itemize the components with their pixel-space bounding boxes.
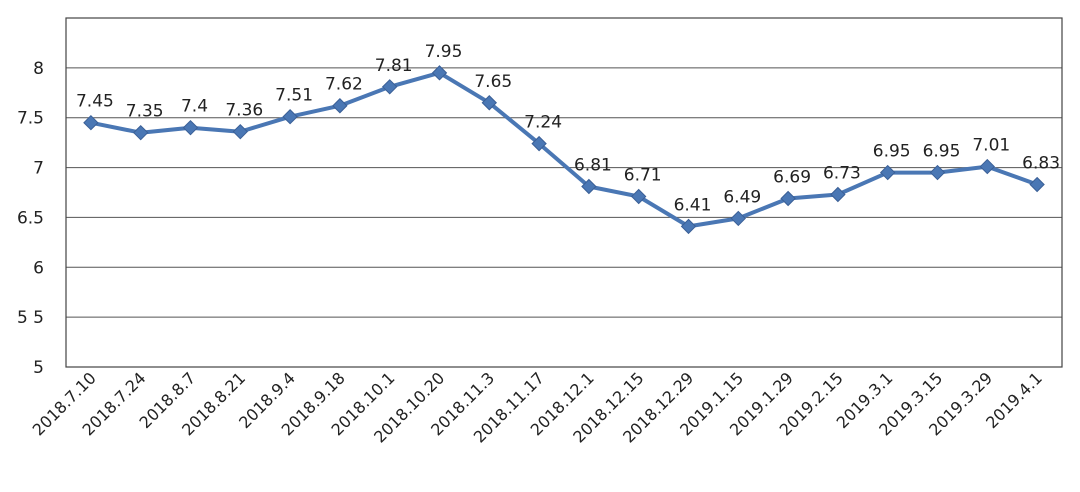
data-labels: 7.45 7.35 7.4 7.36 7.51 7.62 7.81 7.95 7.65 7.24 6… [76, 42, 1060, 216]
data-label: 7.35 [126, 102, 164, 122]
plot-area-border [65, 17, 1063, 368]
data-point-marker [730, 210, 747, 227]
data-point-marker [132, 124, 149, 141]
x-tick-labels: 2018.7.102018.7.242018.8.72018.8.212018.… [29, 368, 1046, 446]
y-tick-label: 5 [33, 358, 44, 378]
data-point-marker [979, 158, 996, 175]
data-point-marker [381, 79, 398, 95]
data-point-marker [83, 114, 99, 131]
data-label: 6.69 [773, 167, 811, 187]
data-label: 6.81 [574, 156, 612, 176]
data-label: 7.62 [325, 75, 363, 95]
data-label: 6.41 [674, 195, 712, 215]
data-label: 7.95 [425, 42, 463, 62]
data-point-marker [282, 109, 298, 125]
data-point-marker [929, 164, 946, 181]
data-label: 6.95 [873, 142, 911, 162]
data-point-marker [879, 164, 896, 181]
data-point-marker [431, 65, 448, 81]
data-label: 7.81 [375, 56, 413, 76]
y-tick-label: 6.5 [17, 208, 44, 228]
data-point-marker [332, 98, 348, 114]
data-point-marker [182, 119, 199, 136]
data-label: 6.95 [923, 142, 961, 162]
y-tick-label: 7 [33, 159, 44, 179]
data-label: 7.45 [76, 92, 114, 112]
y-tick-label: 5 5 [17, 308, 44, 328]
data-point-marker [1029, 176, 1045, 193]
data-label: 6.71 [624, 165, 662, 185]
data-label: 7.36 [225, 101, 263, 121]
data-label: 7.65 [474, 72, 512, 92]
data-label: 7.24 [524, 113, 562, 133]
series-layer [83, 65, 1045, 235]
data-label: 7.01 [972, 136, 1010, 156]
data-point-marker [630, 188, 647, 205]
y-tick-labels: 5 5 5 6 6.5 7 7.5 8 [17, 59, 44, 378]
y-tick-label: 8 [33, 59, 44, 79]
data-point-marker [581, 178, 597, 195]
axis-layer [65, 17, 1063, 368]
data-point-marker [481, 95, 498, 111]
data-point-marker [780, 190, 796, 207]
data-label: 7.4 [181, 97, 208, 117]
data-point-marker [531, 135, 547, 152]
data-point-marker [680, 218, 697, 235]
y-tick-label: 6 [33, 258, 44, 278]
y-tick-label: 7.5 [17, 109, 44, 129]
data-label: 6.73 [823, 163, 861, 183]
data-label: 6.49 [723, 187, 761, 207]
data-label: 7.51 [275, 86, 313, 106]
series-line [88, 70, 1040, 229]
data-point-marker [830, 186, 846, 203]
grid-layer [66, 67, 1062, 318]
data-label: 6.83 [1022, 154, 1060, 174]
data-point-marker [232, 123, 249, 140]
